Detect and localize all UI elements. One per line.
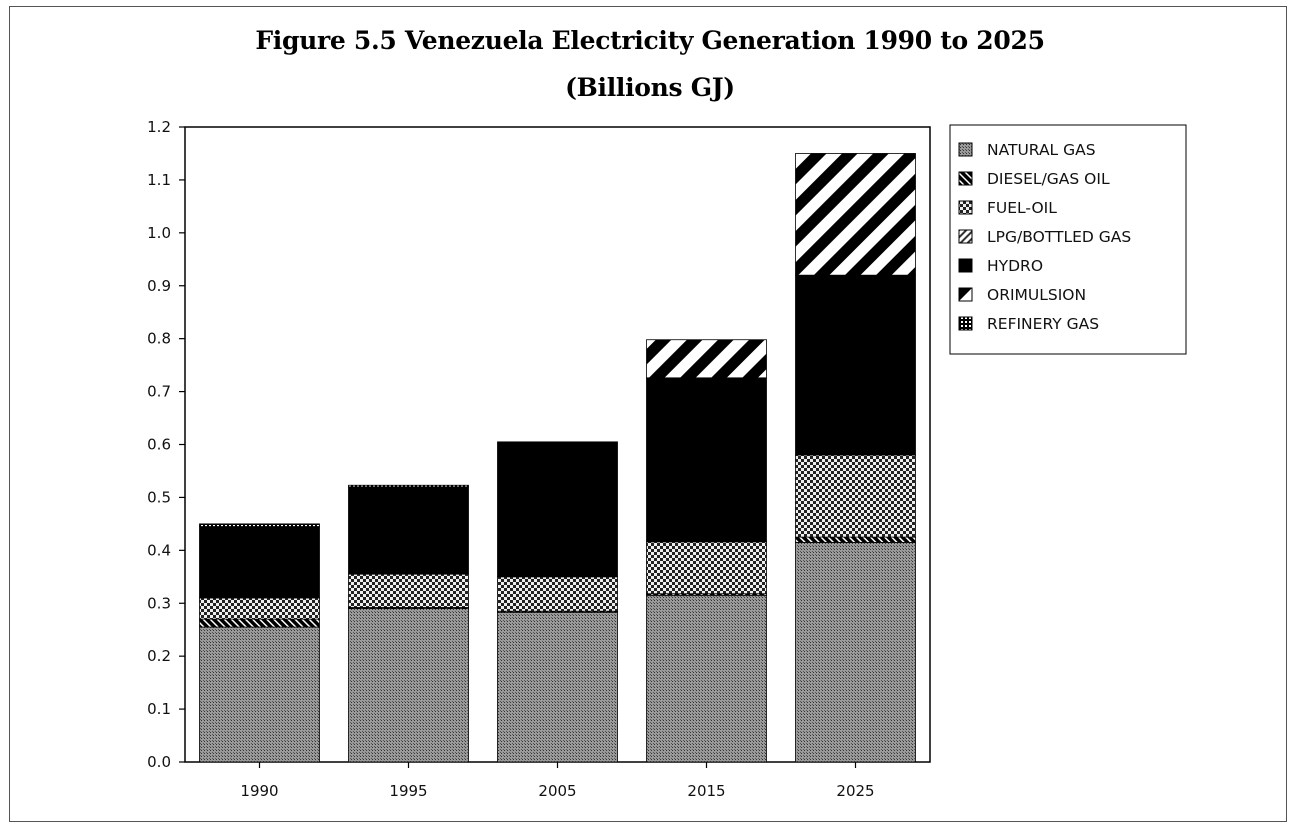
y-tick-label: 0.6	[147, 436, 171, 454]
bar-segment-hydro	[199, 526, 320, 599]
legend-label: NATURAL GAS	[987, 141, 1096, 159]
bar-segment-hydro	[646, 377, 767, 543]
legend-label: REFINERY GAS	[987, 315, 1099, 333]
y-tick-label: 0.7	[147, 383, 171, 401]
legend-swatch	[958, 229, 973, 244]
x-tick-label: 1990	[240, 782, 278, 800]
bar-segment-hydro	[348, 486, 469, 575]
x-tick-label: 2025	[836, 782, 874, 800]
bar-segment-diesel-gas-oil	[199, 618, 320, 628]
y-tick-label: 0.5	[147, 488, 171, 506]
legend-swatch	[958, 200, 973, 215]
x-tick-label: 2015	[687, 782, 725, 800]
legend-swatch	[958, 287, 973, 302]
legend-label: DIESEL/GAS OIL	[987, 170, 1110, 188]
bar-segment-natural-gas	[497, 611, 618, 763]
bar-segment-diesel-gas-oil	[795, 536, 916, 543]
y-tick-label: 1.0	[147, 224, 171, 242]
bar-segment-fuel-oil	[646, 541, 767, 595]
legend-label: LPG/BOTTLED GAS	[987, 228, 1131, 246]
y-tick-label: 1.1	[147, 171, 171, 189]
legend-box	[949, 124, 1187, 355]
legend-label: FUEL-OIL	[987, 199, 1057, 217]
y-tick-label: 0.1	[147, 700, 171, 718]
y-tick-label: 0.2	[147, 647, 171, 665]
legend-swatch	[958, 171, 973, 186]
bar-segment-refinery-gas	[199, 523, 320, 527]
bar-segment-hydro	[497, 441, 618, 578]
bar-segment-fuel-oil	[199, 597, 320, 620]
y-tick-label: 0.9	[147, 277, 171, 295]
legend-swatch	[958, 258, 973, 273]
y-tick-label: 0.3	[147, 594, 171, 612]
x-tick-label: 2005	[538, 782, 576, 800]
legend-label: HYDRO	[987, 257, 1043, 275]
y-tick-label: 0.0	[147, 753, 171, 771]
legend-swatch	[958, 142, 973, 157]
bar-segment-orimulsion	[646, 339, 767, 379]
bar-segment-fuel-oil	[348, 573, 469, 608]
bar-segment-natural-gas	[795, 541, 916, 763]
bar-segment-fuel-oil	[795, 454, 916, 538]
bar-segment-refinery-gas	[348, 484, 469, 488]
bar-segment-natural-gas	[646, 594, 767, 763]
bar-segment-fuel-oil	[497, 576, 618, 612]
bar-segment-natural-gas	[199, 626, 320, 763]
y-tick-label: 0.4	[147, 541, 171, 559]
bar-segment-orimulsion	[795, 153, 916, 276]
y-tick-label: 0.8	[147, 330, 171, 348]
legend-swatch	[958, 316, 973, 331]
y-tick-label: 1.2	[147, 118, 171, 136]
chart-subtitle: (Billions GJ)	[565, 73, 735, 102]
bar-segment-natural-gas	[348, 608, 469, 763]
legend-label: ORIMULSION	[987, 286, 1086, 304]
x-tick-label: 1995	[389, 782, 427, 800]
bar-segment-hydro	[795, 274, 916, 456]
chart-title: Figure 5.5 Venezuela Electricity Generat…	[255, 26, 1045, 55]
